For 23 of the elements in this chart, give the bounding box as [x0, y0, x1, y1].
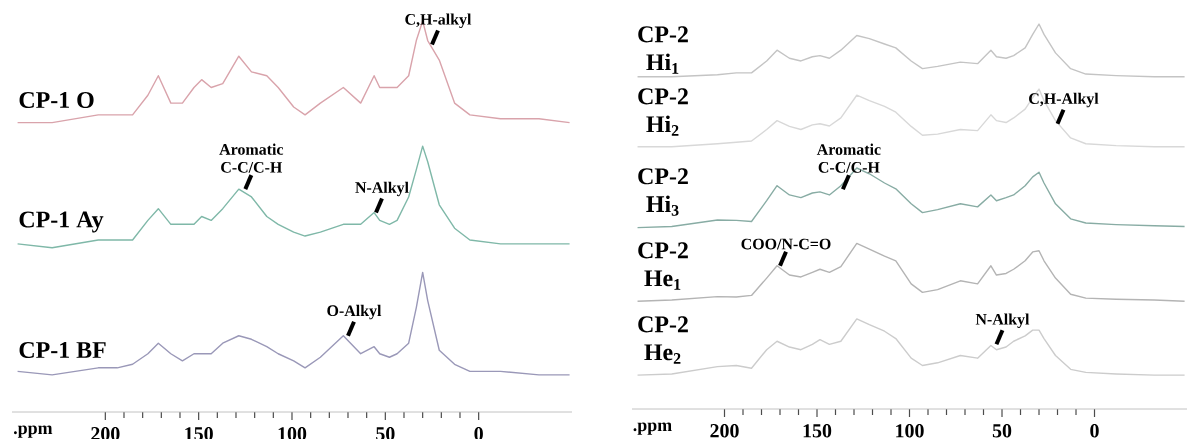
- series-label: CP-1 O: [19, 91, 94, 109]
- annotation: C,H-Alkyl: [1029, 92, 1099, 108]
- annotation: COO/N-C=O: [741, 238, 831, 250]
- annotation: Aromatic C-C/C-H: [219, 143, 284, 173]
- x-axis-title: .ppm: [633, 422, 672, 435]
- annotation: C,H-alkyl: [405, 13, 472, 29]
- x-tick-label: 0: [1090, 424, 1099, 438]
- series-label: CP-2 Hi$_{2}$: [638, 88, 688, 136]
- x-tick-label: 150: [803, 424, 832, 438]
- series-label: CP-1 BF: [19, 341, 106, 359]
- series-label: CP-2 Hi$_{1}$: [638, 26, 688, 74]
- series-label: CP-1 Ay: [19, 211, 104, 233]
- annotation: O-Alkyl: [327, 304, 382, 320]
- x-axis-title: .ppm: [13, 425, 53, 438]
- series-label: CP-2 He$_{1}$: [638, 242, 688, 290]
- annotation: N-Alkyl: [355, 181, 409, 197]
- x-tick-label: 100: [896, 424, 924, 438]
- series-label: CP-2 He$_{2}$: [638, 316, 688, 364]
- annotation: Aromatic C-C/C-H: [816, 143, 881, 173]
- x-tick-label: 200: [710, 424, 739, 438]
- annotation: N-Alkyl: [975, 313, 1030, 328]
- x-tick-label: 50: [992, 424, 1012, 438]
- series-label: CP-2 Hi$_{3}$: [638, 168, 688, 216]
